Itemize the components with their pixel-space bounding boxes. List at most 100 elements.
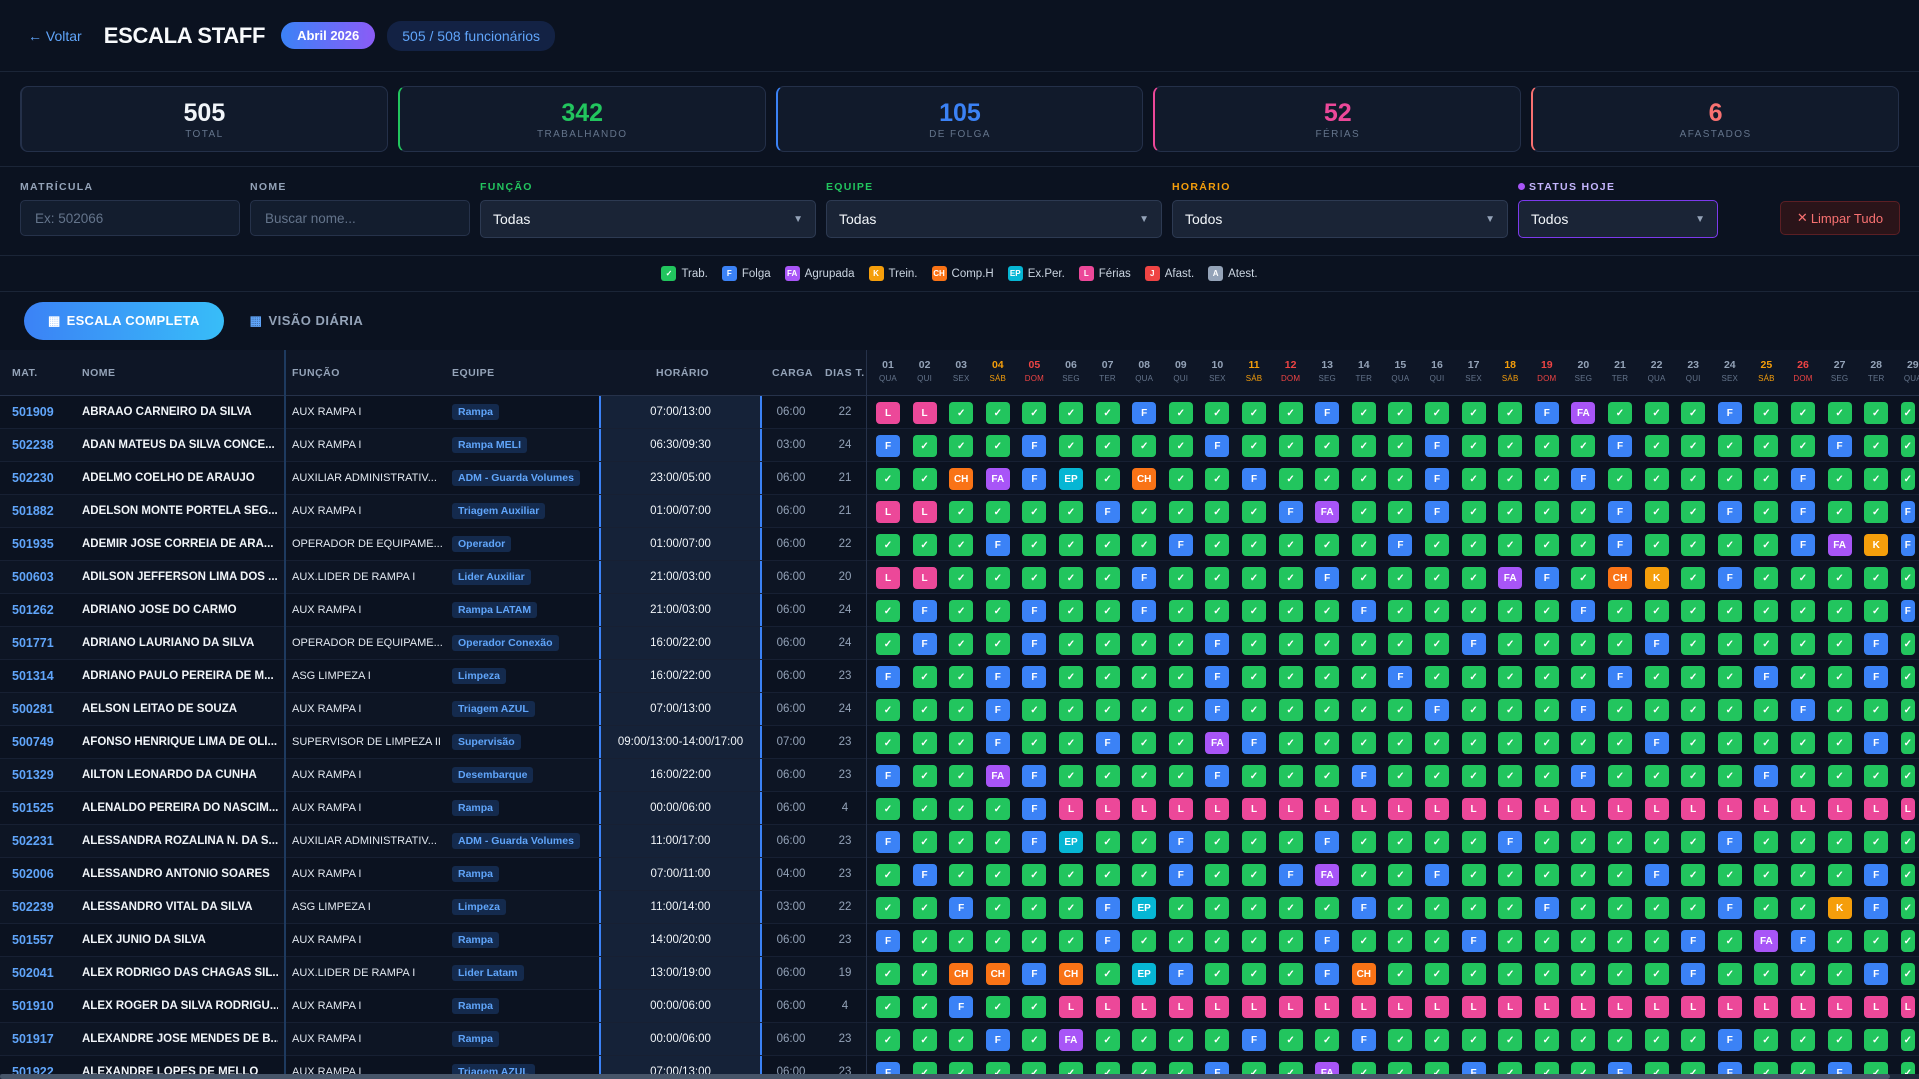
day-status-cell[interactable]: ✓ — [1059, 633, 1083, 655]
day-status-cell[interactable]: ✓ — [985, 831, 1010, 853]
day-status-cell[interactable]: ✓ — [985, 567, 1010, 589]
day-status-cell[interactable]: ✓ — [985, 930, 1010, 952]
day-status-cell[interactable]: ✓ — [1022, 402, 1047, 424]
day-status-cell[interactable]: ✓ — [1388, 963, 1413, 985]
day-status-cell[interactable]: ✓ — [1242, 567, 1266, 589]
day-status-cell[interactable]: ✓ — [1059, 435, 1083, 457]
day-status-cell[interactable]: EP — [1132, 897, 1157, 919]
day-status-cell[interactable]: F — [1351, 897, 1376, 919]
day-status-cell[interactable]: ✓ — [1754, 633, 1779, 655]
day-status-cell[interactable]: L — [1864, 996, 1889, 1018]
day-status-cell[interactable]: F — [1022, 468, 1047, 490]
day-status-cell[interactable]: L — [1168, 996, 1193, 1018]
day-status-cell[interactable]: F — [1095, 897, 1120, 919]
day-status-cell[interactable]: K — [1864, 534, 1889, 556]
day-status-cell[interactable]: ✓ — [1095, 534, 1120, 556]
day-status-cell[interactable]: ✓ — [1498, 600, 1523, 622]
day-status-cell[interactable]: ✓ — [1278, 468, 1303, 490]
day-status-cell[interactable]: ✓ — [1900, 699, 1915, 721]
day-status-cell[interactable]: ✓ — [1425, 1029, 1449, 1051]
day-status-cell[interactable]: ✓ — [1388, 1029, 1413, 1051]
day-status-cell[interactable]: ✓ — [1864, 831, 1889, 853]
day-status-cell[interactable]: ✓ — [1754, 1029, 1779, 1051]
day-status-cell[interactable]: F — [1351, 765, 1376, 787]
day-status-cell[interactable]: ✓ — [949, 765, 974, 787]
day-status-cell[interactable]: ✓ — [1864, 567, 1889, 589]
day-status-cell[interactable]: F — [1498, 831, 1523, 853]
day-status-cell[interactable]: ✓ — [1681, 765, 1706, 787]
day-status-cell[interactable]: ✓ — [1461, 732, 1486, 754]
day-status-cell[interactable]: ✓ — [1205, 930, 1230, 952]
day-status-cell[interactable]: ✓ — [1498, 633, 1523, 655]
nome-input[interactable]: Buscar nome... — [250, 200, 470, 236]
day-status-cell[interactable]: ✓ — [1132, 666, 1157, 688]
day-status-cell[interactable]: ✓ — [1168, 1029, 1193, 1051]
schedule-time[interactable]: 21:00/03:00 — [599, 594, 762, 626]
day-status-cell[interactable]: ✓ — [1059, 699, 1083, 721]
day-status-cell[interactable]: ✓ — [1022, 699, 1047, 721]
day-status-cell[interactable]: ✓ — [1498, 963, 1523, 985]
day-status-cell[interactable]: ✓ — [1608, 930, 1632, 952]
day-status-cell[interactable]: L — [1644, 996, 1669, 1018]
day-status-cell[interactable]: ✓ — [949, 699, 974, 721]
day-status-cell[interactable]: F — [1168, 534, 1193, 556]
day-status-cell[interactable]: ✓ — [1388, 567, 1413, 589]
day-status-cell[interactable]: ✓ — [1132, 435, 1157, 457]
day-status-cell[interactable]: ✓ — [1644, 897, 1669, 919]
day-status-cell[interactable]: ✓ — [1388, 831, 1413, 853]
day-status-cell[interactable]: ✓ — [1425, 765, 1449, 787]
day-status-cell[interactable]: ✓ — [1351, 633, 1376, 655]
day-status-cell[interactable]: ✓ — [1242, 534, 1266, 556]
matricula-link[interactable]: 502239 — [12, 900, 54, 914]
day-status-cell[interactable]: ✓ — [912, 963, 937, 985]
day-status-cell[interactable]: ✓ — [1827, 567, 1852, 589]
day-status-cell[interactable]: ✓ — [1827, 468, 1852, 490]
day-status-cell[interactable]: ✓ — [1168, 765, 1193, 787]
day-status-cell[interactable]: F — [1864, 963, 1889, 985]
day-status-cell[interactable]: F — [1864, 897, 1889, 919]
day-status-cell[interactable]: ✓ — [1571, 831, 1596, 853]
day-status-cell[interactable]: L — [876, 501, 900, 523]
day-status-cell[interactable]: ✓ — [1864, 600, 1889, 622]
day-status-cell[interactable]: ✓ — [1242, 864, 1266, 886]
day-status-cell[interactable]: ✓ — [1864, 930, 1889, 952]
day-status-cell[interactable]: ✓ — [1132, 1029, 1157, 1051]
day-status-cell[interactable]: ✓ — [1534, 534, 1559, 556]
day-status-cell[interactable]: F — [1315, 930, 1340, 952]
day-status-cell[interactable]: ✓ — [1791, 765, 1815, 787]
day-status-cell[interactable]: ✓ — [949, 435, 974, 457]
tab-visao-diaria[interactable]: ▦ VISÃO DIÁRIA — [240, 302, 374, 340]
day-status-cell[interactable]: ✓ — [1644, 435, 1669, 457]
day-status-cell[interactable]: F — [876, 435, 900, 457]
day-status-cell[interactable]: L — [1681, 798, 1706, 820]
matricula-link[interactable]: 502230 — [12, 471, 54, 485]
day-status-cell[interactable]: ✓ — [1242, 930, 1266, 952]
day-status-cell[interactable]: ✓ — [912, 831, 937, 853]
table-row[interactable]: 500603 ADILSON JEFFERSON LIMA DOS ... AUX.… — [0, 561, 1919, 594]
day-status-cell[interactable]: ✓ — [876, 798, 900, 820]
day-status-cell[interactable]: ✓ — [1022, 897, 1047, 919]
matricula-link[interactable]: 501329 — [12, 768, 54, 782]
day-status-cell[interactable]: F — [876, 765, 900, 787]
day-status-cell[interactable]: L — [1571, 996, 1596, 1018]
day-status-cell[interactable]: F — [1644, 633, 1669, 655]
day-status-cell[interactable]: ✓ — [985, 798, 1010, 820]
day-status-cell[interactable]: ✓ — [1132, 633, 1157, 655]
day-status-cell[interactable]: ✓ — [1132, 534, 1157, 556]
day-status-cell[interactable]: ✓ — [1242, 600, 1266, 622]
day-status-cell[interactable]: F — [1168, 864, 1193, 886]
day-status-cell[interactable]: ✓ — [912, 666, 937, 688]
day-status-cell[interactable]: ✓ — [1059, 864, 1083, 886]
day-status-cell[interactable]: ✓ — [1717, 765, 1742, 787]
day-status-cell[interactable]: ✓ — [1864, 402, 1889, 424]
day-status-cell[interactable]: F — [1681, 963, 1706, 985]
day-status-cell[interactable]: ✓ — [1754, 864, 1779, 886]
day-status-cell[interactable]: ✓ — [985, 897, 1010, 919]
schedule-time[interactable]: 16:00/22:00 — [599, 660, 762, 692]
day-status-cell[interactable]: ✓ — [876, 534, 900, 556]
day-status-cell[interactable]: F — [1827, 435, 1852, 457]
day-status-cell[interactable]: ✓ — [1388, 699, 1413, 721]
day-status-cell[interactable]: ✓ — [1754, 567, 1779, 589]
day-status-cell[interactable]: ✓ — [1717, 732, 1742, 754]
day-status-cell[interactable]: ✓ — [1717, 930, 1742, 952]
